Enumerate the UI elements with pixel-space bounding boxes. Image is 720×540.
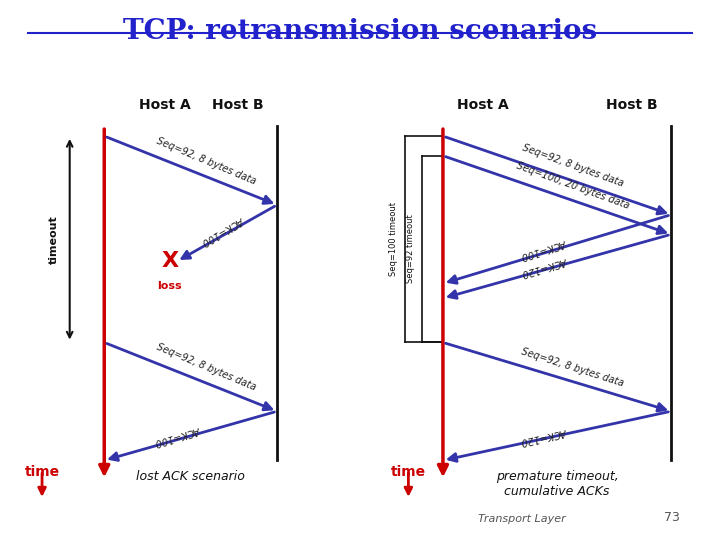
Text: TCP: retransmission scenarios: TCP: retransmission scenarios	[123, 18, 597, 45]
Text: time: time	[391, 465, 426, 480]
Text: Host A: Host A	[456, 98, 508, 111]
Text: Seq=92, 8 bytes data: Seq=92, 8 bytes data	[155, 342, 258, 393]
Text: Seq=92, 8 bytes data: Seq=92, 8 bytes data	[520, 346, 625, 388]
Text: Seq=100, 20 bytes data: Seq=100, 20 bytes data	[515, 160, 631, 211]
Text: X: X	[161, 252, 179, 272]
Text: 73: 73	[664, 511, 680, 524]
Text: lost ACK scenario: lost ACK scenario	[136, 470, 245, 483]
Text: loss: loss	[158, 281, 182, 291]
Text: time: time	[24, 465, 60, 480]
Text: Seq=92 timeout: Seq=92 timeout	[406, 215, 415, 284]
Text: Host B: Host B	[212, 98, 264, 111]
Text: ACK=100: ACK=100	[521, 237, 568, 261]
Text: ACK=120: ACK=120	[521, 255, 568, 278]
Text: Transport Layer: Transport Layer	[477, 514, 565, 524]
Text: ACK=100: ACK=100	[200, 214, 246, 246]
Text: timeout: timeout	[50, 215, 59, 264]
Text: Seq=92, 8 bytes data: Seq=92, 8 bytes data	[521, 143, 624, 189]
Text: ACK=100: ACK=100	[155, 424, 202, 447]
Text: ACK=120: ACK=120	[521, 426, 568, 446]
Text: premature timeout,
cumulative ACKs: premature timeout, cumulative ACKs	[495, 470, 618, 498]
Text: Seq=92, 8 bytes data: Seq=92, 8 bytes data	[155, 136, 258, 186]
Text: Seq=100 timeout: Seq=100 timeout	[389, 202, 398, 276]
Text: Host B: Host B	[606, 98, 657, 111]
Text: Host A: Host A	[139, 98, 191, 111]
